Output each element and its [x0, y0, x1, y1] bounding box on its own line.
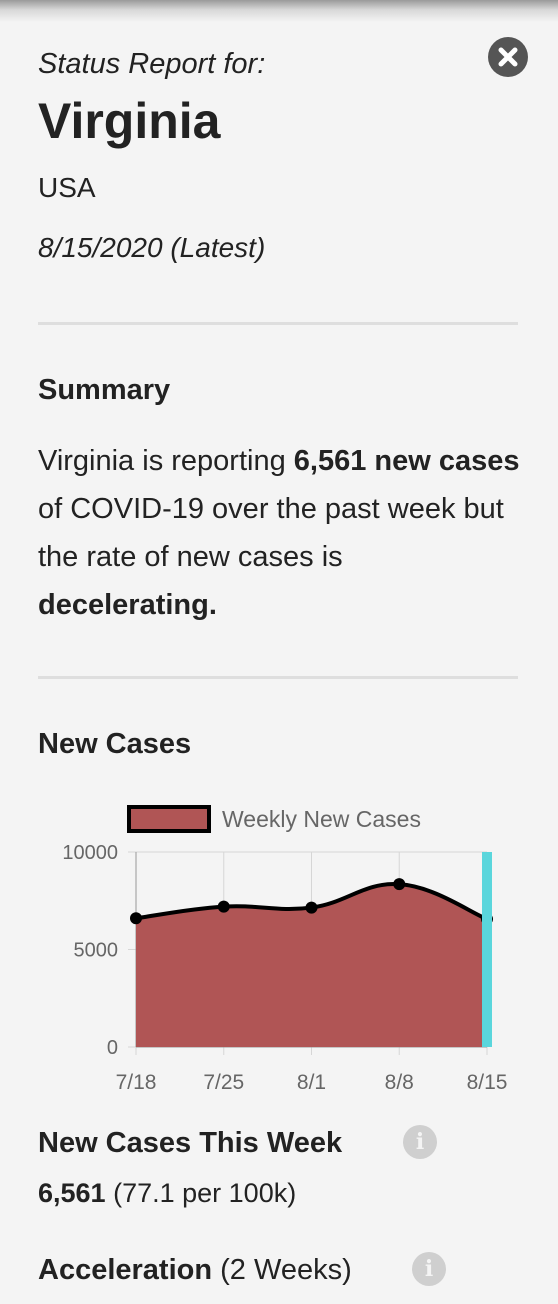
acceleration-title: Acceleration (2 Weeks): [38, 1254, 352, 1287]
data-point: [393, 878, 406, 891]
acceleration-period: (2 Weeks): [220, 1254, 352, 1286]
x-tick-label: 7/25: [203, 1071, 244, 1094]
current-week-highlight: [482, 852, 492, 1047]
data-point: [130, 912, 142, 925]
info-icon[interactable]: i: [403, 1125, 437, 1159]
new-cases-heading: New Cases: [38, 728, 192, 760]
divider: [38, 322, 518, 325]
summary-text: Virginia is reporting 6,561 new cases of…: [38, 437, 528, 629]
new-cases-chart: 0 5000 10000 7/18 7/25 8/1 8/8 8/15 Weekly New C…: [62, 805, 508, 1094]
report-date: 8/15/2020 (Latest): [38, 232, 266, 263]
x-tick-label: 8/8: [385, 1071, 414, 1094]
series-area: [136, 884, 487, 1047]
data-point: [305, 901, 318, 914]
y-tick-label: 10000: [62, 842, 118, 864]
legend-swatch: [127, 805, 211, 833]
y-tick-label: 5000: [74, 940, 119, 962]
close-button[interactable]: [488, 37, 528, 77]
cases-value: 6,561: [38, 1178, 106, 1208]
info-icon[interactable]: i: [412, 1252, 446, 1286]
country-label: USA: [38, 172, 96, 203]
report-kicker: Status Report for:: [38, 48, 266, 80]
close-icon: [489, 38, 527, 76]
top-shadow: [0, 0, 558, 22]
summary-heading: Summary: [38, 374, 171, 406]
legend-label: Weekly New Cases: [222, 806, 421, 832]
y-tick-label: 0: [107, 1037, 118, 1059]
summary-text-part: Virginia is reporting: [38, 445, 294, 477]
data-point: [217, 900, 230, 913]
x-tick-label: 8/15: [467, 1071, 508, 1094]
summary-trend: decelerating.: [38, 589, 217, 621]
x-tick-label: 8/1: [297, 1071, 326, 1094]
summary-text-part: of COVID-19 over the past week but the r…: [38, 493, 504, 573]
summary-cases-count: 6,561 new cases: [293, 445, 520, 477]
new-cases-week-title: New Cases This Week: [38, 1127, 343, 1159]
divider: [38, 676, 518, 679]
acceleration-label: Acceleration: [38, 1254, 213, 1286]
x-tick-label: 7/18: [116, 1071, 157, 1094]
cases-rate: (77.1 per 100k): [113, 1178, 297, 1208]
place-title: Virginia: [38, 93, 221, 149]
new-cases-week-value: 6,561 (77.1 per 100k): [38, 1178, 296, 1209]
